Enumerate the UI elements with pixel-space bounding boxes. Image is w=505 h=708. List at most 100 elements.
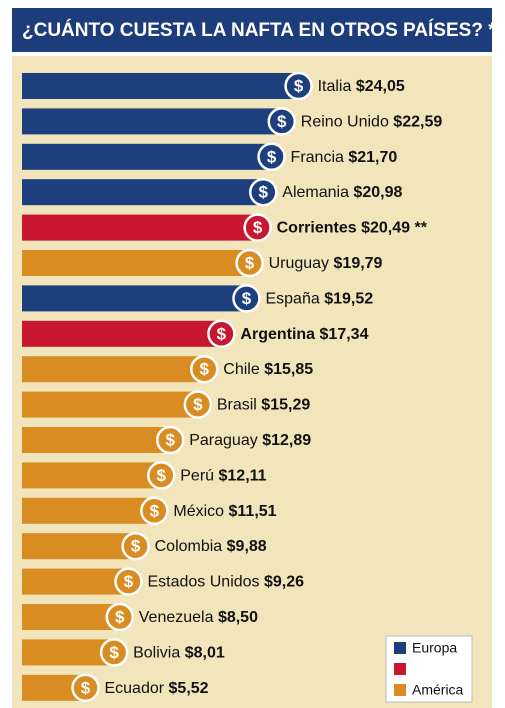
annotation: ** — [415, 220, 428, 237]
coin — [99, 638, 129, 667]
coin-symbol: $ — [242, 289, 252, 308]
bar — [22, 356, 205, 383]
bar — [22, 214, 258, 241]
value-label: $19,79 — [334, 255, 383, 272]
value-label: $24,05 — [356, 78, 405, 95]
category-label: Reino Unido — [301, 114, 389, 131]
bar-label: Francia $21,70 — [291, 149, 398, 166]
category-label: España — [265, 291, 319, 308]
bar-label: Colombia $9,88 — [155, 538, 267, 555]
category-label: Perú — [180, 468, 214, 485]
coin-symbol: $ — [259, 183, 269, 202]
bar-label: Brasil $15,29 — [217, 397, 311, 414]
bar-label: Alemania $20,98 — [282, 184, 402, 201]
category-label: Ecuador — [104, 680, 164, 697]
bar — [22, 391, 198, 418]
bar — [22, 143, 272, 170]
coin — [243, 213, 272, 242]
coin-symbol: $ — [131, 537, 141, 556]
category-label: Bolivia — [133, 645, 180, 662]
bar-label: Italia $24,05 — [318, 78, 405, 95]
category-label: Paraguay — [189, 432, 257, 449]
value-label: $15,85 — [264, 361, 313, 378]
coin — [284, 71, 313, 101]
coin-symbol: $ — [267, 147, 277, 166]
coin-symbol: $ — [253, 218, 263, 237]
bar — [22, 73, 299, 99]
category-label: Italia — [318, 78, 352, 95]
value-label: $21,70 — [348, 149, 397, 166]
category-label: México — [173, 503, 224, 520]
coin — [121, 531, 150, 561]
bar — [22, 179, 264, 206]
coin-symbol: $ — [150, 501, 160, 520]
legend-label: América — [412, 682, 464, 698]
category-label: Brasil — [217, 397, 257, 414]
bar — [22, 427, 171, 453]
coin-symbol: $ — [109, 643, 119, 662]
coin-symbol: $ — [245, 253, 255, 272]
coin-symbol: $ — [124, 572, 134, 591]
bar — [22, 533, 136, 560]
coin — [71, 673, 100, 703]
value-label: $12,11 — [219, 468, 267, 485]
category-label: Colombia — [155, 538, 223, 555]
category-label: Venezuela — [139, 609, 214, 626]
bar-label: Reino Unido $22,59 — [301, 114, 443, 131]
category-label: Francia — [291, 149, 344, 166]
category-label: Alemania — [282, 184, 349, 201]
legend-label: Europa — [412, 640, 457, 656]
bar — [22, 285, 247, 312]
coin-symbol: $ — [81, 678, 91, 697]
value-label: $22,59 — [393, 114, 442, 131]
coin — [207, 319, 236, 349]
coin-symbol: $ — [277, 112, 287, 131]
value-label: $8,50 — [218, 609, 258, 626]
bar-label: Argentina $17,34 — [240, 326, 368, 343]
coin — [235, 248, 264, 278]
bar — [22, 568, 129, 595]
value-label: $15,29 — [261, 397, 310, 414]
coin-symbol: $ — [157, 466, 167, 485]
coin — [155, 425, 185, 455]
legend-swatch — [394, 663, 406, 675]
coin — [105, 602, 134, 632]
coin — [190, 354, 219, 384]
coin — [147, 461, 176, 490]
category-label: Corrientes — [277, 220, 357, 237]
coin-symbol: $ — [217, 324, 227, 343]
coin-symbol: $ — [193, 395, 203, 414]
bar — [22, 497, 155, 524]
value-label: $20,49 — [361, 220, 410, 237]
legend-swatch — [394, 684, 406, 696]
value-label: $19,52 — [324, 291, 373, 308]
bar-label: Chile $15,85 — [223, 361, 313, 378]
bar-label: Ecuador $5,52 — [104, 680, 208, 697]
coin — [183, 390, 213, 419]
legend-swatch — [394, 642, 406, 654]
category-label: Uruguay — [269, 255, 329, 272]
value-label: $9,26 — [264, 574, 304, 591]
bar — [22, 604, 120, 630]
value-label: $5,52 — [169, 680, 209, 697]
value-label: $20,98 — [353, 184, 402, 201]
coin-symbol: $ — [166, 430, 176, 449]
bar-label: Venezuela $8,50 — [139, 609, 258, 626]
bar-label: Estados Unidos $9,26 — [147, 574, 304, 591]
bar-label: México $11,51 — [173, 503, 276, 520]
coin — [257, 142, 286, 172]
bar — [22, 462, 162, 489]
coin — [114, 567, 143, 596]
category-label: Chile — [223, 361, 260, 378]
bar — [22, 250, 250, 276]
bar-label: Uruguay $19,79 — [269, 255, 383, 272]
value-label: $11,51 — [229, 503, 277, 520]
coin-symbol: $ — [115, 607, 125, 626]
title-bar — [12, 8, 492, 52]
coin-symbol: $ — [200, 360, 210, 379]
bar-label: Corrientes $20,49 ** — [277, 220, 428, 237]
coin — [232, 284, 261, 313]
category-label: Argentina — [240, 326, 315, 343]
bar-label: Paraguay $12,89 — [189, 432, 311, 449]
